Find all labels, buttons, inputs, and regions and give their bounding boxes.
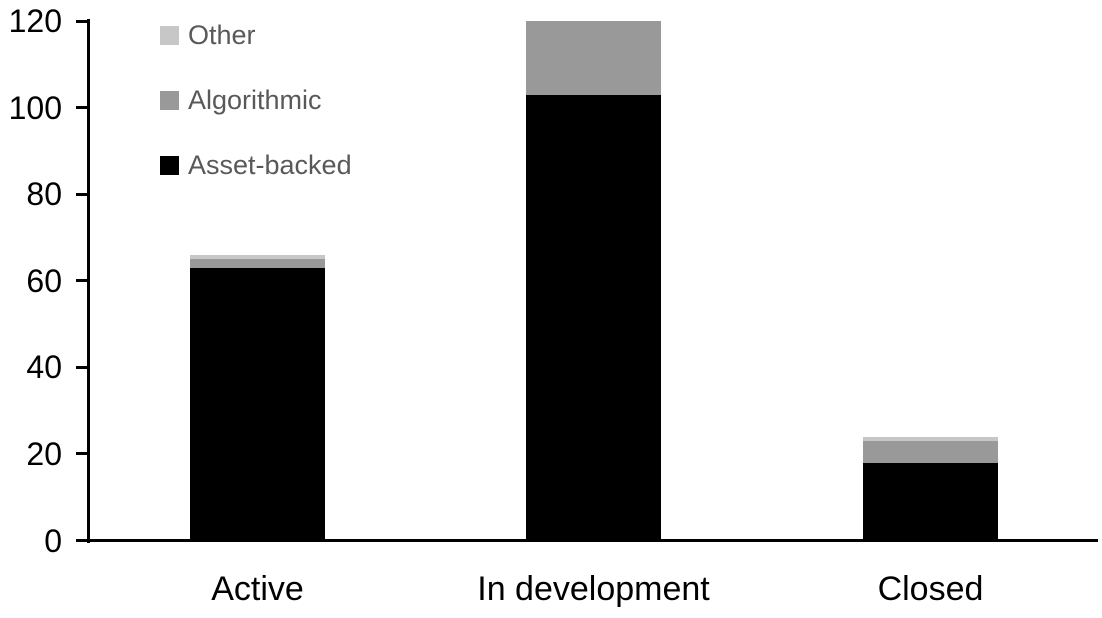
x-axis-line bbox=[87, 539, 1098, 542]
y-tick-80 bbox=[76, 192, 87, 196]
y-tick-label-60: 60 bbox=[26, 262, 62, 299]
bar-closed-algorithmic bbox=[863, 440, 998, 463]
legend-swatch-other bbox=[160, 25, 179, 45]
y-tick-0 bbox=[76, 539, 87, 542]
x-category-label-closed: Closed bbox=[877, 570, 984, 608]
bar-closed-other bbox=[863, 436, 998, 441]
x-category-label-in-development: In development bbox=[477, 570, 710, 608]
legend-label-algorithmic: Algorithmic bbox=[188, 84, 322, 115]
bar-active-asset-backed bbox=[190, 267, 325, 541]
y-tick-60 bbox=[76, 279, 87, 283]
legend-item-algorithmic: Algorithmic bbox=[160, 84, 322, 115]
y-tick-40 bbox=[76, 365, 87, 369]
bar-closed-asset-backed bbox=[863, 462, 998, 541]
y-tick-label-0: 0 bbox=[44, 522, 62, 559]
y-tick-100 bbox=[76, 106, 87, 110]
bar-active-other bbox=[190, 254, 325, 260]
bar-in-development-algorithmic bbox=[526, 21, 661, 95]
y-tick-20 bbox=[76, 452, 87, 456]
y-tick-120 bbox=[76, 19, 87, 23]
x-category-label-active: Active bbox=[211, 570, 304, 608]
bar-active-algorithmic bbox=[190, 259, 325, 268]
y-tick-label-40: 40 bbox=[26, 349, 62, 386]
y-tick-label-120: 120 bbox=[8, 3, 62, 39]
legend-item-other: Other bbox=[160, 19, 256, 50]
legend-swatch-asset-backed bbox=[160, 155, 179, 175]
y-tick-label-80: 80 bbox=[26, 176, 62, 213]
legend-item-asset-backed: Asset-backed bbox=[160, 149, 352, 180]
bar-in-development-asset-backed bbox=[526, 94, 661, 541]
legend-swatch-algorithmic bbox=[160, 90, 179, 110]
y-tick-label-100: 100 bbox=[8, 89, 62, 126]
legend-label-other: Other bbox=[188, 19, 256, 50]
y-tick-label-20: 20 bbox=[26, 435, 62, 472]
y-axis-line bbox=[87, 19, 90, 543]
legend-label-asset-backed: Asset-backed bbox=[188, 149, 352, 180]
